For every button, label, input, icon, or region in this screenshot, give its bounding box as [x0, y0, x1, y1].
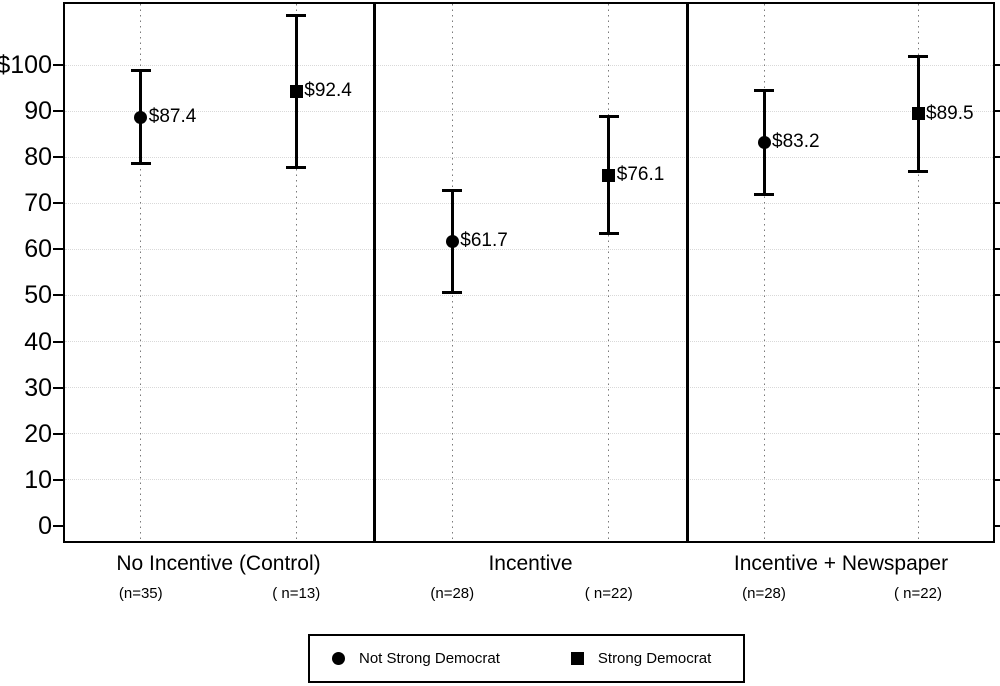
gridline: [65, 387, 993, 389]
error-bar-cap-bottom: [754, 192, 774, 196]
y-axis-tick-label: 40: [24, 327, 52, 356]
panel-label: Incentive + Newspaper: [733, 552, 949, 575]
y-axis-tick-label: 0: [38, 511, 52, 540]
n-label: (n=35): [118, 585, 163, 602]
gridline: [65, 202, 993, 204]
square-marker: [289, 84, 303, 98]
gridline: [65, 64, 993, 66]
error-bar-cap-top: [286, 13, 307, 17]
error-bar-cap-top: [598, 115, 619, 119]
value-label: $89.5: [926, 102, 974, 124]
y-axis-right-tick: [995, 156, 1000, 159]
n-label: (n=28): [742, 585, 786, 602]
y-axis-right-tick: [995, 202, 1000, 205]
gridline: [65, 479, 993, 481]
y-axis-tick: [53, 432, 63, 435]
error-bar-cap-bottom: [286, 165, 307, 169]
error-bar-cap-top: [442, 188, 463, 192]
error-bar-cap-bottom: [908, 169, 928, 173]
panel-label: Incentive: [488, 552, 573, 575]
y-axis-tick: [53, 64, 63, 67]
value-label: $87.4: [148, 106, 197, 128]
y-axis-right-tick: [995, 340, 1000, 343]
square-marker: [602, 168, 616, 182]
guide-dotted-line: [608, 4, 610, 539]
y-axis-tick: [53, 340, 63, 343]
n-label: ( n=22): [584, 585, 633, 602]
value-label: $83.2: [772, 131, 820, 153]
gridline: [65, 248, 993, 250]
y-axis-tick: [53, 156, 63, 159]
gridline: [65, 156, 993, 158]
y-axis-right-tick: [995, 110, 1000, 113]
panel-divider: [372, 2, 376, 541]
y-axis-tick-label: 50: [24, 281, 52, 310]
gridline: [65, 433, 993, 435]
value-label: $61.7: [460, 230, 508, 252]
y-axis-tick-label: 60: [24, 235, 52, 264]
y-axis-right-tick: [995, 248, 1000, 251]
n-label: (n=28): [430, 585, 475, 602]
gridline: [65, 294, 993, 296]
error-bar-cap-bottom: [130, 161, 151, 165]
y-axis-tick-label: 90: [24, 97, 52, 126]
y-axis-right-tick: [995, 478, 1000, 481]
square-legend-icon: [570, 652, 584, 665]
plot-frame: [63, 2, 995, 543]
n-label: ( n=13): [272, 585, 321, 602]
legend-label: Strong Democrat: [597, 650, 712, 667]
circle-marker: [134, 110, 148, 124]
error-bar-cap-top: [130, 69, 151, 73]
legend-label: Not Strong Democrat: [359, 650, 500, 667]
panel-divider: [685, 2, 689, 541]
y-axis-tick: [53, 478, 63, 481]
error-bar-cap-bottom: [442, 290, 463, 294]
legend-entry: Strong Democrat: [570, 650, 712, 667]
circle-marker: [445, 234, 459, 248]
value-label: $76.1: [616, 164, 665, 186]
y-axis-right-tick: [995, 432, 1000, 435]
y-axis-tick-label: 30: [24, 373, 52, 402]
y-axis-tick: [53, 202, 63, 205]
y-axis-tick-label: 80: [24, 143, 52, 172]
y-axis-tick: [53, 248, 63, 251]
circle-legend-icon: [332, 652, 345, 665]
y-axis-tick-label: $100: [0, 51, 52, 80]
y-axis-tick: [53, 386, 63, 389]
gridline: [65, 110, 993, 112]
circle-marker: [757, 135, 771, 149]
panel-label: No Incentive (Control): [116, 552, 321, 575]
y-axis-right-tick: [995, 386, 1000, 389]
y-axis-tick-label: 20: [24, 419, 52, 448]
y-axis-tick: [53, 294, 63, 297]
guide-dotted-line: [295, 4, 297, 539]
error-bar-cap-top: [754, 89, 774, 93]
guide-dotted-line: [140, 4, 142, 539]
guide-dotted-line: [917, 4, 919, 539]
square-marker: [911, 107, 925, 121]
y-axis-tick-label: 70: [24, 189, 52, 218]
gridline: [65, 341, 993, 343]
legend-entry: Not Strong Democrat: [332, 650, 500, 667]
guide-dotted-line: [763, 4, 765, 539]
value-label: $92.4: [304, 80, 352, 102]
y-axis-right-tick: [995, 64, 1000, 67]
y-axis-tick: [53, 110, 63, 113]
y-axis-tick-label: 10: [24, 465, 52, 494]
y-axis-right-tick: [995, 524, 1000, 527]
error-bar-cap-bottom: [598, 231, 619, 235]
y-axis-right-tick: [995, 294, 1000, 297]
y-axis-tick: [53, 524, 63, 527]
error-bar-cap-top: [908, 54, 928, 58]
legend: Not Strong Democrat Strong Democrat: [308, 634, 745, 683]
n-label: ( n=22): [894, 585, 942, 602]
